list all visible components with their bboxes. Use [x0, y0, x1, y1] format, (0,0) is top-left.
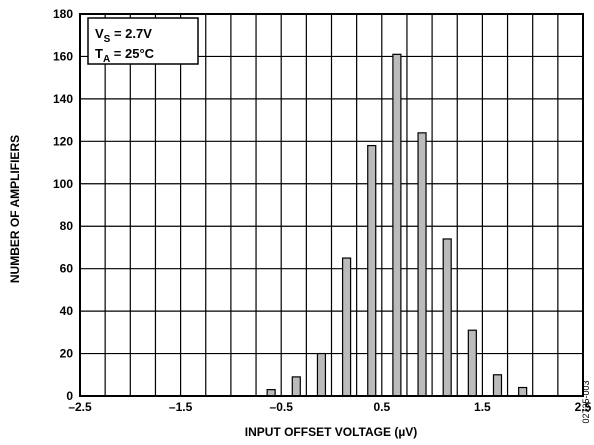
- y-tick-label: 180: [53, 7, 73, 21]
- histogram-bar: [392, 53, 402, 397]
- y-tick-label: 140: [53, 92, 73, 106]
- x-tick-label: 2.5: [575, 400, 592, 414]
- histogram-bar: [467, 329, 477, 397]
- histogram-bar: [291, 376, 301, 397]
- legend-line-2: TA = 25°C: [95, 46, 155, 65]
- histogram-bar: [341, 257, 352, 397]
- x-tick-label: –0.5: [270, 400, 294, 414]
- legend-frame: [87, 17, 199, 65]
- y-axis-label: NUMBER OF AMPLIFIERS: [8, 135, 22, 283]
- legend-box: VS = 2.7V TA = 25°C: [87, 17, 199, 65]
- y-tick-label: 40: [60, 304, 74, 318]
- plot-frame: [79, 13, 584, 397]
- y-tick-label: 80: [60, 219, 74, 233]
- y-tick-label: 0: [66, 389, 73, 403]
- y-tick-label: 120: [53, 134, 73, 148]
- x-tick-label: –2.5: [68, 400, 92, 414]
- histogram-bar: [518, 386, 528, 397]
- x-tick-label: –1.5: [169, 400, 193, 414]
- x-tick-label: 1.5: [474, 400, 491, 414]
- y-tick-label: 20: [60, 347, 74, 361]
- x-tick-label: 0.5: [373, 400, 390, 414]
- histogram-bar: [367, 144, 377, 397]
- x-axis-label: INPUT OFFSET VOLTAGE (µV): [245, 425, 417, 439]
- histogram-bar: [417, 132, 427, 397]
- grid: [80, 14, 583, 396]
- y-tick-label: 100: [53, 177, 73, 191]
- y-tick-labels: 0 20 40 60 80 100 120 140 160 180: [53, 7, 73, 403]
- y-tick-label: 160: [53, 49, 73, 63]
- bars: [266, 53, 528, 397]
- figure-code: 02735-003: [581, 380, 591, 423]
- x-tick-labels: –2.5 –1.5 –0.5 0.5 1.5 2.5: [68, 400, 591, 414]
- histogram-bar: [442, 238, 452, 397]
- legend-line-1: VS = 2.7V: [95, 26, 152, 45]
- y-tick-label: 60: [60, 262, 74, 276]
- histogram-bar: [316, 352, 327, 397]
- histogram-bar: [492, 374, 503, 397]
